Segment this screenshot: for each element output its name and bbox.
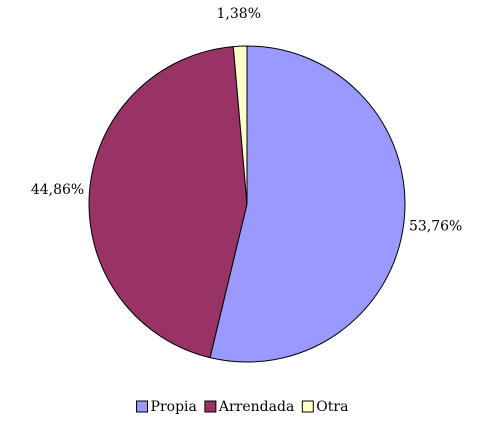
legend-swatch (301, 400, 314, 413)
legend-swatch (136, 400, 149, 413)
legend-label: Arrendada (218, 399, 294, 415)
legend-swatch (204, 400, 217, 413)
legend-label: Otra (316, 399, 348, 415)
legend: Propia Arrendada Otra (136, 399, 348, 415)
pie-slice (88, 46, 248, 359)
pie-slice (209, 45, 406, 363)
data-label: 1,38% (217, 6, 261, 22)
legend-label: Propia (151, 399, 197, 415)
pie-slice (232, 45, 248, 205)
data-label: 53,76% (409, 218, 462, 234)
data-label: 44,86% (31, 182, 84, 198)
